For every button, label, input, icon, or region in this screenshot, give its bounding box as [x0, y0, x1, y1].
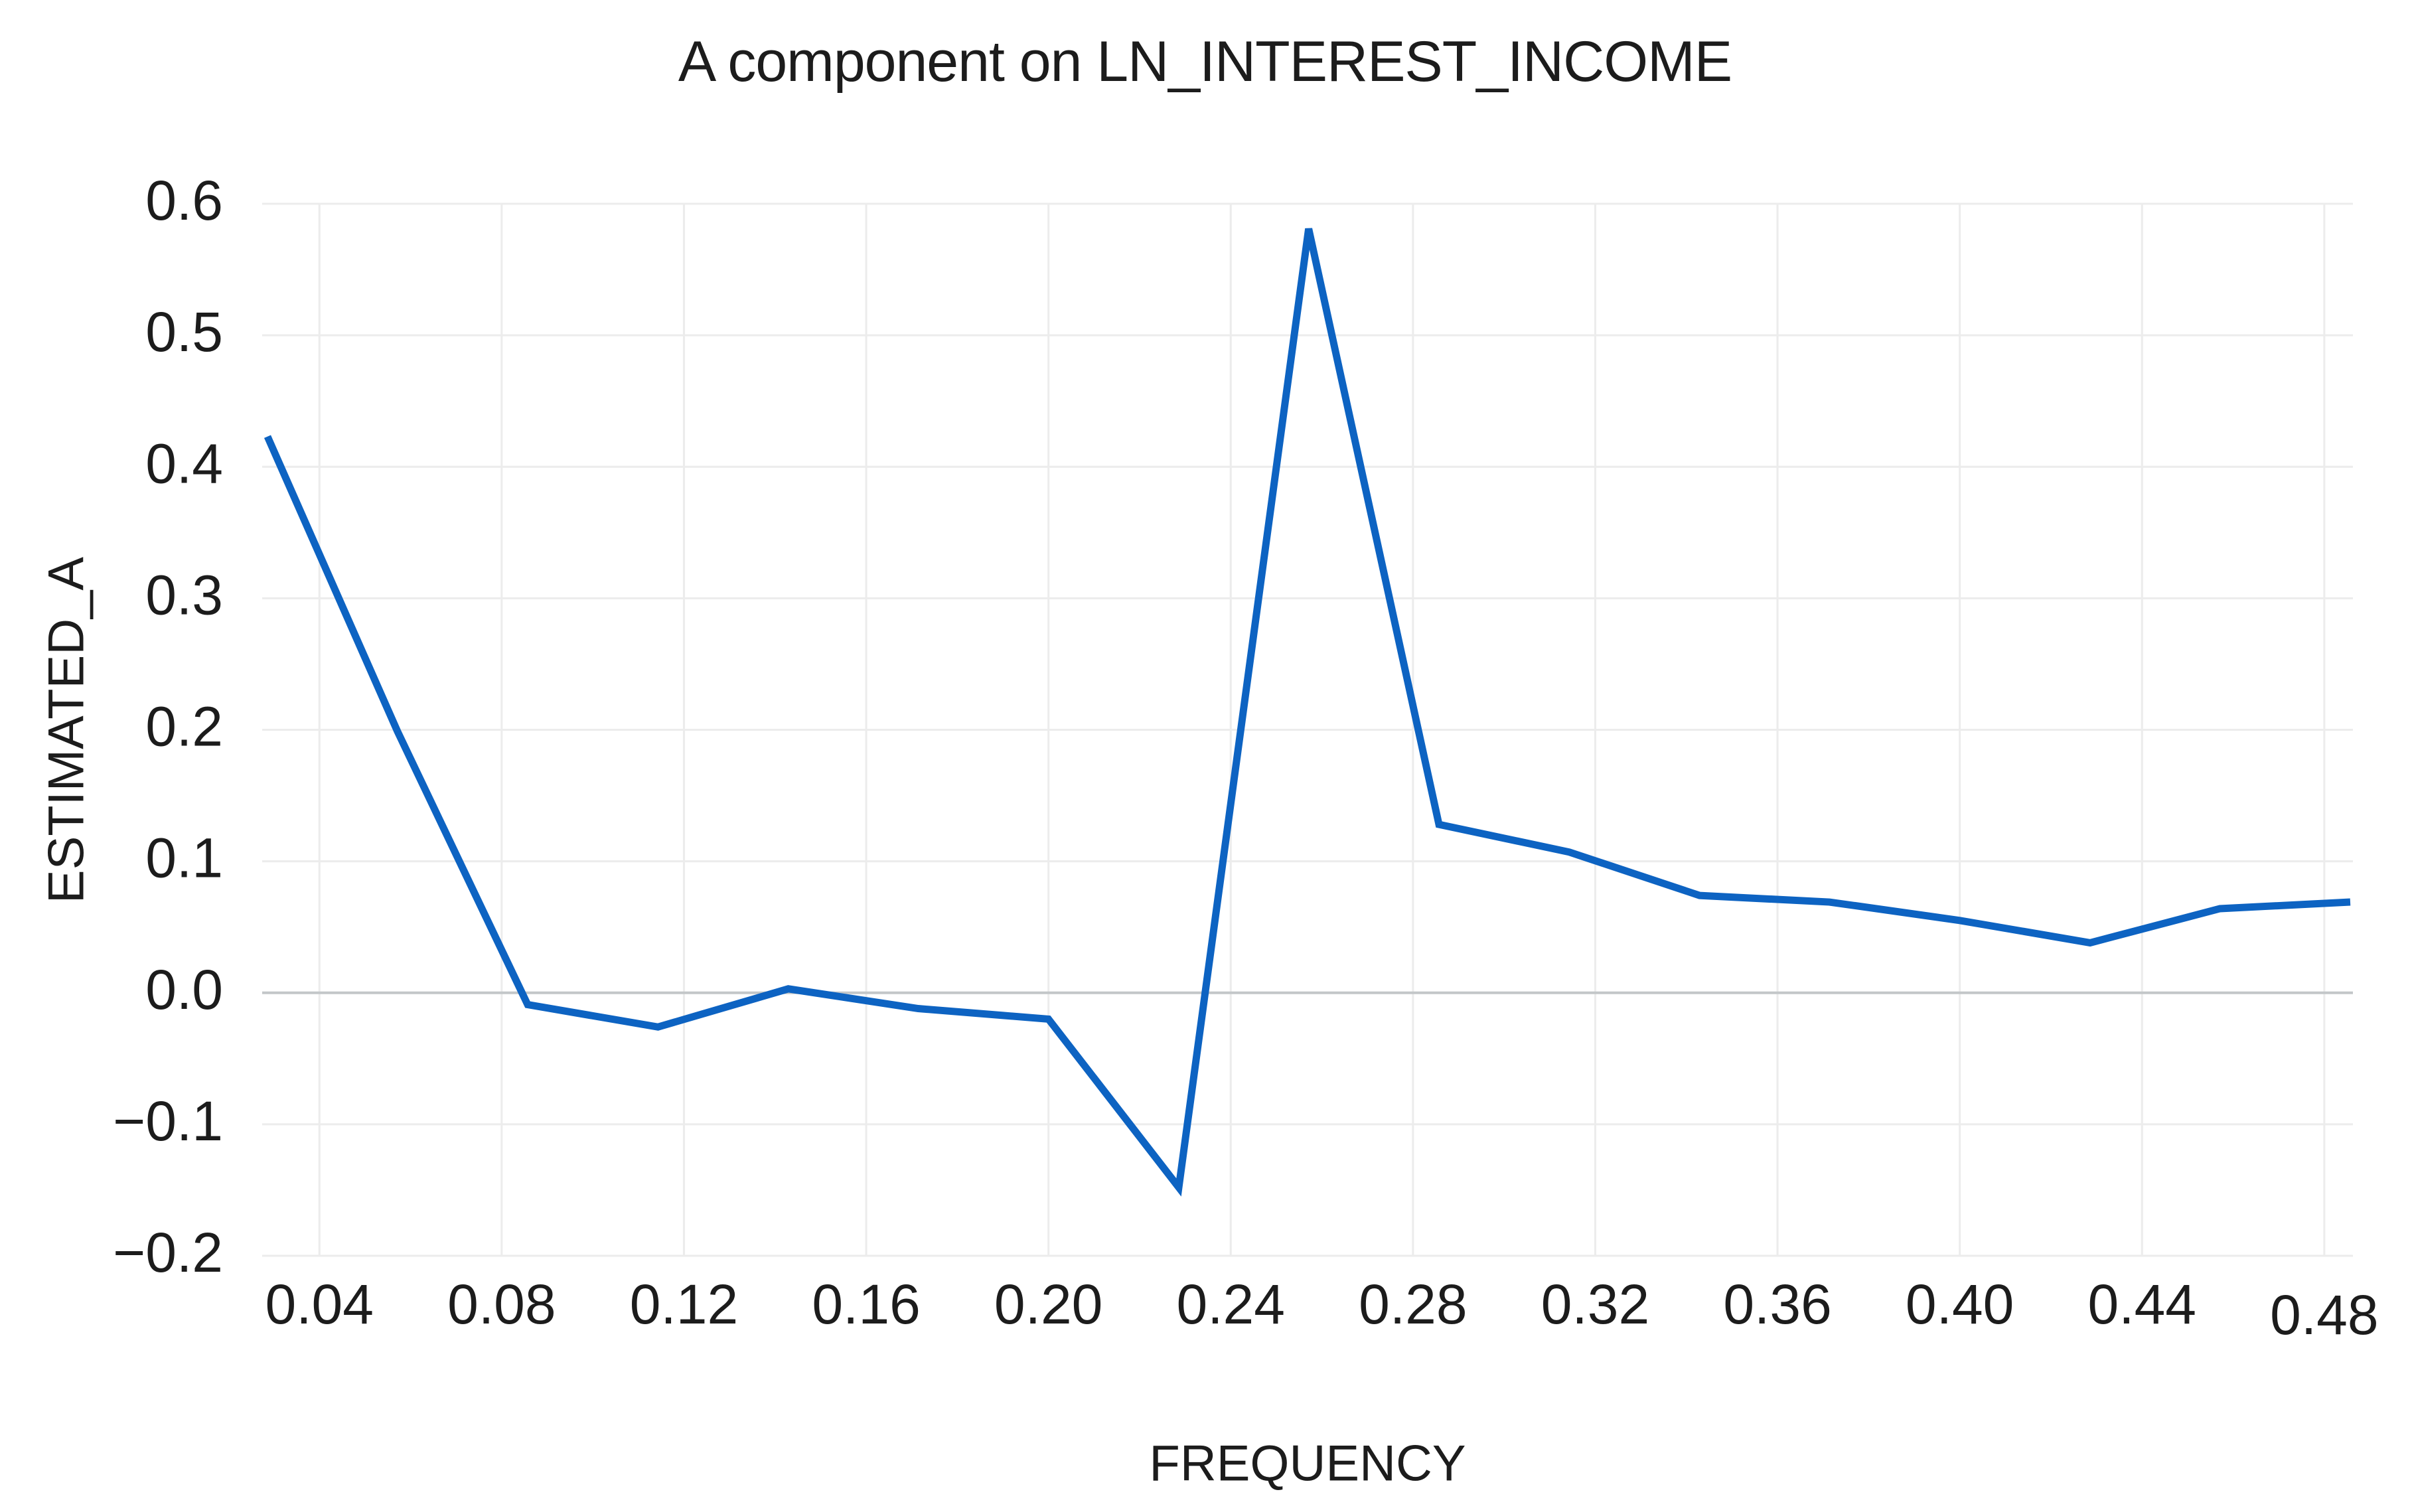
x-tick-label: 0.04 — [265, 1273, 374, 1335]
x-tick-label: 0.20 — [994, 1273, 1103, 1335]
x-tick-label: 0.16 — [812, 1273, 921, 1335]
x-tick-label: 0.44 — [2088, 1273, 2197, 1335]
x-tick-label: 0.36 — [1723, 1273, 1832, 1335]
x-tick-label: 0.08 — [447, 1273, 556, 1335]
chart-title: A component on LN_INTEREST_INCOME — [678, 30, 1732, 94]
x-tick-label: 0.28 — [1359, 1273, 1468, 1335]
estimated-a-line — [264, 228, 2351, 1197]
x-tick-label: 0.48 — [2270, 1284, 2379, 1346]
y-tick-label: 0.4 — [145, 432, 223, 494]
y-tick-label: 0.3 — [145, 564, 223, 626]
y-tick-label: 0.5 — [145, 301, 223, 363]
y-tick-label: 0.0 — [145, 958, 223, 1021]
y-tick-label: −0.1 — [113, 1090, 223, 1152]
x-tick-label: 0.32 — [1541, 1273, 1650, 1335]
y-tick-label: 0.2 — [145, 696, 223, 758]
x-tick-label: 0.12 — [630, 1273, 739, 1335]
x-tick-label: 0.24 — [1177, 1273, 1286, 1335]
x-tick-label: 0.40 — [1906, 1273, 2014, 1335]
y-tick-label: −0.2 — [113, 1221, 223, 1284]
x-axis-title: FREQUENCY — [1149, 1435, 1466, 1492]
y-tick-label: 0.6 — [145, 169, 223, 232]
y-tick-label: 0.1 — [145, 827, 223, 889]
